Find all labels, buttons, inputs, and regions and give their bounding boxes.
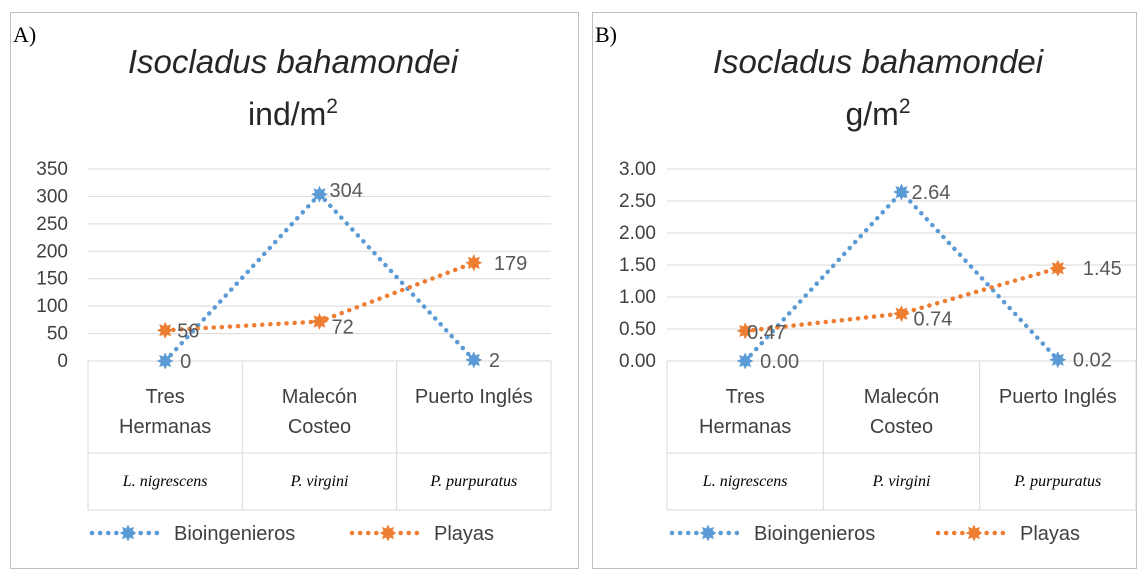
y-tick-label: 50 xyxy=(47,324,68,345)
legend-marker xyxy=(379,524,397,542)
data-point xyxy=(156,321,174,339)
data-point xyxy=(1049,351,1067,369)
panel-border xyxy=(592,12,1137,569)
y-tick-label: 200 xyxy=(36,241,68,262)
legend-marker xyxy=(699,524,717,542)
data-label: 2.64 xyxy=(912,182,951,204)
y-tick-label: 0.50 xyxy=(619,319,656,340)
y-tick-label: 250 xyxy=(36,214,68,235)
legend-marker xyxy=(119,524,137,542)
x-subcategory-label: L. nigrescens xyxy=(122,473,208,490)
unit-base: ind/m xyxy=(248,96,326,132)
panel-border xyxy=(10,12,579,569)
data-label: 0.47 xyxy=(747,322,786,344)
series-line xyxy=(742,265,1061,334)
legend-marker xyxy=(965,524,983,542)
unit-base: g/m xyxy=(845,96,898,132)
series-bioingenieros: 0.00 2.64 0.02 xyxy=(736,182,1112,373)
y-tick-label: 350 xyxy=(36,159,68,180)
data-point xyxy=(156,352,174,370)
data-point xyxy=(465,254,483,272)
legend-label: Playas xyxy=(1020,523,1080,545)
y-tick-label: 0.00 xyxy=(619,351,656,372)
data-point xyxy=(736,352,754,370)
x-subcategory-label: P. purpuratus xyxy=(1013,473,1101,490)
data-point xyxy=(736,322,754,340)
data-label: 72 xyxy=(332,317,354,339)
x-subcategory-label: P. purpuratus xyxy=(429,473,517,490)
data-point xyxy=(1049,259,1067,277)
panel-label: A) xyxy=(13,22,36,47)
data-label: 304 xyxy=(330,180,363,202)
data-point xyxy=(465,351,483,369)
x-subcategory-label: P. virgini xyxy=(290,473,349,490)
data-label: 56 xyxy=(177,320,199,342)
data-label: 0.74 xyxy=(914,309,953,331)
y-tick-label: 1.50 xyxy=(619,255,656,276)
y-tick-label: 2.00 xyxy=(619,223,656,244)
y-tick-label: 1.00 xyxy=(619,287,656,308)
chart-unit: ind/m2 xyxy=(248,95,338,132)
legend: Bioingenieros Playas xyxy=(89,523,494,545)
data-label: 179 xyxy=(494,253,527,275)
x-category-label: Malecón xyxy=(864,386,940,408)
chart-title: Isocladus bahamondei xyxy=(128,43,460,80)
chart-panel-a: A)Isocladus bahamondeiind/m2050100150200… xyxy=(10,12,579,569)
x-category-label: Tres xyxy=(146,386,185,408)
series-playas: 0.47 0.74 1.45 xyxy=(736,258,1122,344)
data-label: 0.02 xyxy=(1073,350,1112,372)
x-subcategory-label: P. virgini xyxy=(872,473,931,490)
unit-superscript: 2 xyxy=(326,95,338,118)
x-category-label: Costeo xyxy=(870,416,933,438)
series-line xyxy=(742,188,1061,364)
x-category-label: Tres xyxy=(726,386,765,408)
legend-label: Bioingenieros xyxy=(174,523,295,545)
x-category-label: Costeo xyxy=(288,416,351,438)
x-category-label: Puerto Inglés xyxy=(415,386,533,408)
chart-panel-b: B) Isocladus bahamondei g/m2 0.00 0.50 1.00 1.… xyxy=(592,12,1137,569)
x-subcategory-label: L. nigrescens xyxy=(702,473,788,490)
chart-unit: g/m2 xyxy=(845,95,910,132)
series-playas: 56 72 179 xyxy=(156,253,527,342)
x-category-label: Puerto Inglés xyxy=(999,386,1117,408)
data-label: 0.00 xyxy=(760,351,799,373)
data-point xyxy=(310,185,329,203)
chart-title: Isocladus bahamondei xyxy=(713,43,1045,80)
y-tick-label: 3.00 xyxy=(619,159,656,180)
series-line xyxy=(162,190,477,364)
panel-label: B) xyxy=(595,22,617,47)
data-point xyxy=(892,304,911,323)
data-label: 1.45 xyxy=(1083,258,1122,280)
series-bioingenieros: 0 304 2 xyxy=(156,180,500,373)
y-tick-label: 150 xyxy=(36,269,68,290)
y-tick-label: 2.50 xyxy=(619,191,656,212)
legend-label: Playas xyxy=(434,523,494,545)
data-point xyxy=(310,312,329,331)
y-tick-label: 300 xyxy=(36,186,68,207)
legend: Bioingenieros Playas xyxy=(669,523,1080,545)
data-point xyxy=(892,183,911,201)
y-tick-label: 100 xyxy=(36,296,68,317)
y-tick-label: 0 xyxy=(57,351,68,372)
x-category-label: Hermanas xyxy=(699,416,791,438)
x-category-label: Hermanas xyxy=(119,416,211,438)
data-label: 2 xyxy=(489,350,500,372)
x-category-label: Malecón xyxy=(282,386,358,408)
unit-superscript: 2 xyxy=(899,95,911,118)
legend-label: Bioingenieros xyxy=(754,523,875,545)
data-label: 0 xyxy=(180,351,191,373)
